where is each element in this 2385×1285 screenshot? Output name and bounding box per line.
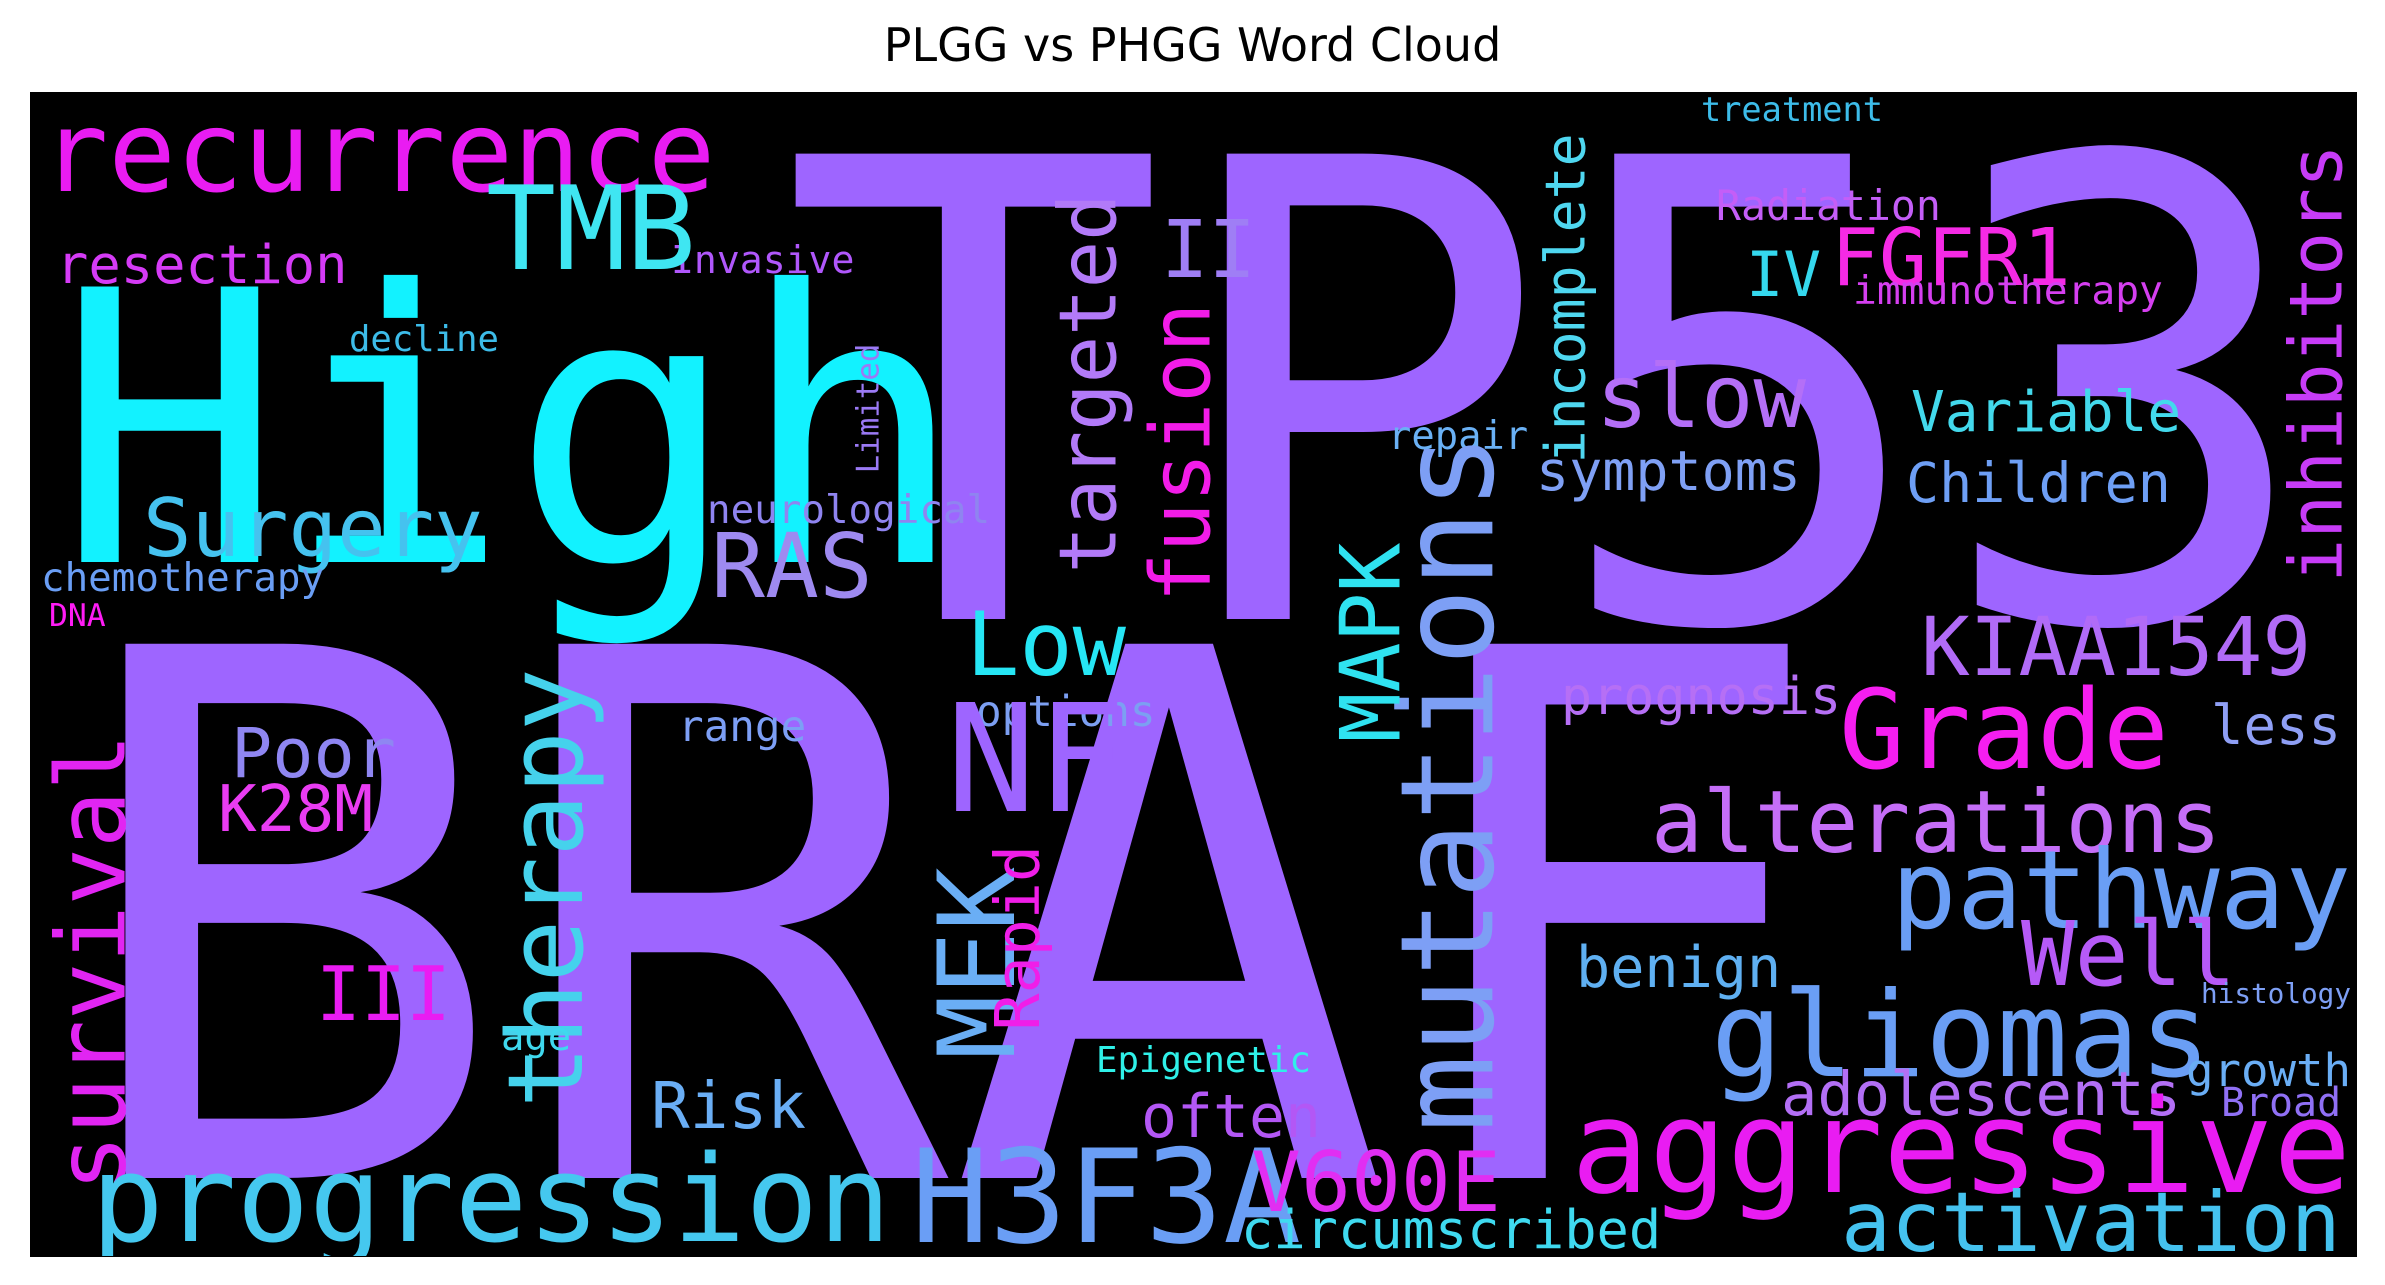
word-resection: resection — [56, 233, 348, 297]
word-grade: Grade — [1839, 665, 2169, 794]
word-slow: slow — [1596, 346, 1806, 449]
word-incomplete: incomplete — [1533, 133, 1598, 463]
word-epigenetic: Epigenetic — [1096, 1039, 1311, 1081]
word-well: Well — [2021, 902, 2237, 1007]
word-high: High — [56, 212, 967, 653]
word-circumscribed: circumscribed — [1241, 1198, 1662, 1257]
word-benign: benign — [1576, 934, 1782, 1001]
word-adolescents: adolescents — [1781, 1060, 2181, 1131]
word-pathway: pathway — [1891, 826, 2352, 954]
word-nf: NF — [946, 672, 1127, 847]
word-less: less — [2211, 694, 2342, 757]
word-ras: RAS — [711, 515, 873, 620]
word-histology: histology — [2201, 977, 2352, 1011]
word-ii: II — [1161, 204, 1256, 297]
word-fusion: fusion — [1132, 303, 1230, 603]
word-treatment: treatment — [1701, 92, 1883, 130]
word-fgfr1: FGFR1 — [1831, 211, 2071, 305]
word-v600e: V600E — [1251, 1134, 1501, 1232]
word-invasive: Invasive — [671, 237, 855, 282]
word-risk: Risk — [651, 1068, 807, 1144]
word-limited: Limited — [850, 343, 887, 473]
word-immunotherapy: immunotherapy — [1853, 268, 2163, 315]
word-repair: repair — [1388, 413, 1529, 459]
word-growth: growth — [2186, 1043, 2352, 1097]
word-radiation: Radiation — [1716, 180, 1941, 230]
word-tp53: TP53 — [781, 92, 2319, 770]
word-progression: progression — [91, 1130, 891, 1257]
word-neurological: neurological — [707, 487, 991, 533]
word-survival: survival — [37, 733, 148, 1193]
word-symptoms: symptoms — [1536, 439, 1801, 504]
word-options: options — [976, 686, 1156, 737]
word-broad: Broad — [2221, 1080, 2342, 1127]
word-poor: Poor — [231, 713, 396, 794]
word-activation: activation — [1841, 1174, 2341, 1257]
word-children: Children — [1906, 451, 2171, 516]
word-variable: Variable — [1911, 379, 2182, 445]
word-iv: IV — [1746, 238, 1822, 312]
word-dna: DNA — [49, 598, 106, 635]
word-decline: decline — [349, 318, 499, 360]
word-rapid: Rapid — [981, 845, 1054, 1031]
word-gliomas: gliomas — [1711, 966, 2211, 1105]
word-inhibitors: inhibitors — [2275, 143, 2357, 583]
word-braf: BRAF — [66, 498, 1831, 1257]
word-targeted: targeted — [1042, 192, 1135, 573]
chart-title: PLGG vs PHGG Word Cloud — [883, 18, 1502, 72]
word-aggressive: aggressive — [1571, 1072, 2352, 1224]
word-alterations: alterations — [1651, 772, 2222, 873]
word-low: Low — [966, 593, 1127, 697]
word-age: age — [501, 1014, 572, 1060]
word-prognosis: prognosis — [1561, 667, 1842, 728]
word-mutations: mutations — [1372, 432, 1523, 1133]
word-cloud: BRAF TP53 High recurrence resection Inva… — [30, 92, 2357, 1257]
word-surgery: Surgery — [143, 481, 483, 576]
word-range: range — [678, 701, 807, 752]
word-tmb: TMB — [486, 161, 697, 297]
word-iii: III — [316, 951, 451, 1039]
word-h3f3a: H3F3A — [911, 1122, 1302, 1257]
word-often: often — [1141, 1082, 1322, 1153]
word-chemotherapy: chemotherapy — [41, 555, 325, 601]
word-mapk: MAPK — [1322, 543, 1420, 743]
word-k28m: K28M — [218, 772, 374, 848]
word-kiaa1549: KIAA1549 — [1921, 600, 2312, 695]
word-recurrence: recurrence — [41, 92, 716, 218]
